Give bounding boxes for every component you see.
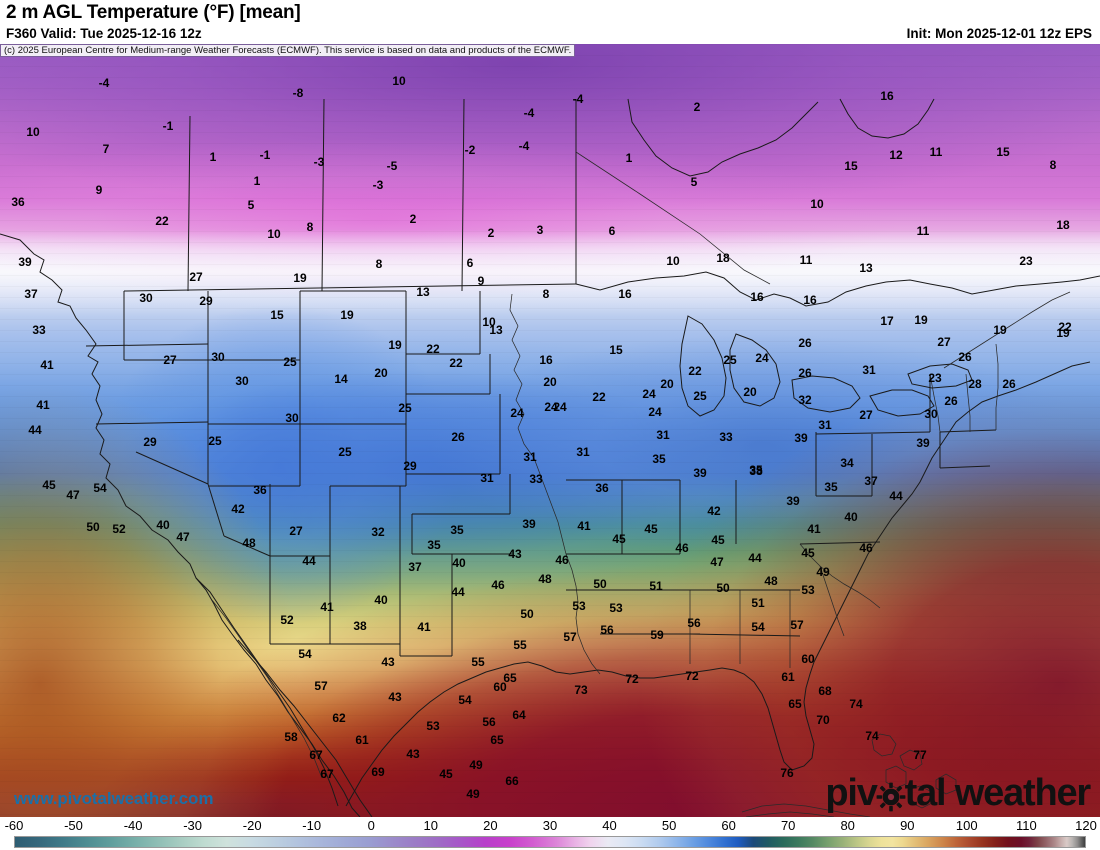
colorbar-tick: 90 (900, 818, 915, 833)
colorbar-tick: -20 (242, 818, 262, 833)
colorbar-tick: -50 (64, 818, 83, 833)
pivotal-weather-logo[interactable]: piv tal weather (825, 772, 1092, 815)
colorbar-tick: 10 (423, 818, 439, 833)
temperature-field-atlantic (0, 44, 1100, 817)
colorbar-tick: 70 (780, 818, 796, 833)
colorbar-tick: 30 (542, 818, 558, 833)
geography-overlay (0, 44, 1100, 817)
logo-text-part1: piv (825, 772, 878, 814)
colorbar-tick: 60 (721, 818, 736, 833)
site-url-watermark[interactable]: www.pivotalweather.com (14, 789, 214, 808)
colorbar-tick: 80 (840, 818, 855, 833)
colorbar-tick: -10 (302, 818, 322, 833)
colorbar-tick: 110 (1016, 818, 1037, 833)
colorbar-tick: 100 (955, 818, 978, 833)
colorbar-tick: -30 (183, 818, 202, 833)
colorbar-tick: 50 (661, 818, 677, 833)
contour-texture (0, 44, 1100, 817)
colorbar-gradient (14, 836, 1086, 848)
colorbar-legend[interactable]: -60 -50 -40 -30 -20 -10 0 10 20 30 40 50 60 70 80 90 100… (0, 817, 1100, 850)
colorbar-tick: 40 (602, 818, 617, 833)
colorbar-tick: -40 (123, 818, 143, 833)
colorbar-tick: 0 (367, 818, 375, 833)
temperature-map[interactable]: 10 -4 7 9 36 39 37 33 41 41 44 45 47 54 50 52 22 -1 1 -1 1 5 1… (0, 44, 1100, 817)
colorbar-tick-labels: -60 -50 -40 -30 -20 -10 0 10 20 30 40 50 60 70 80 90 100… (0, 817, 1100, 835)
gear-icon (876, 779, 906, 811)
colorbar-tick: 120 (1075, 818, 1097, 833)
colorbar-tick: -60 (4, 818, 24, 833)
valid-time-label: F360 Valid: Tue 2025-12-16 12z (6, 26, 202, 41)
map-header: 2 m AGL Temperature (°F) [mean] F360 Val… (0, 0, 1100, 44)
logo-text-part2: tal weather (904, 772, 1092, 814)
init-time-label: Init: Mon 2025-12-01 12z EPS (906, 26, 1092, 41)
ecmwf-attribution: (c) 2025 European Centre for Medium-rang… (0, 44, 576, 57)
page-title: 2 m AGL Temperature (°F) [mean] (6, 2, 301, 23)
colorbar-tick: 20 (483, 818, 498, 833)
